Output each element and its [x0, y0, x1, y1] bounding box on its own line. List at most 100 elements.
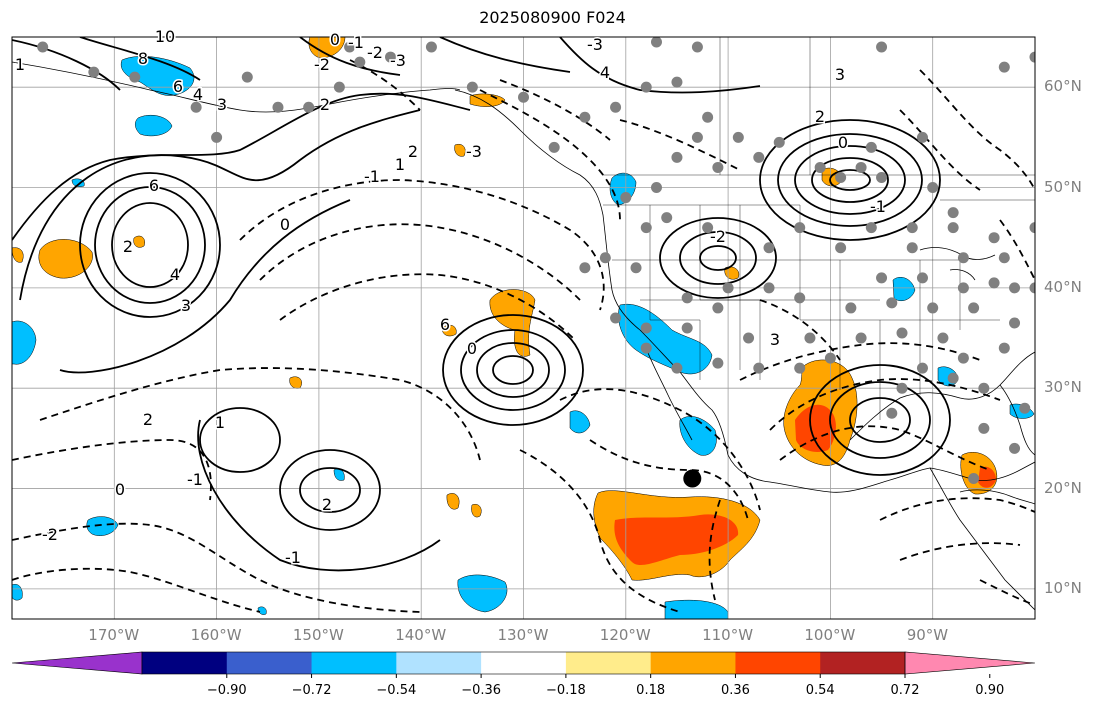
- shade-blue-nw2: [135, 115, 173, 137]
- station-dot: [640, 222, 652, 234]
- station-dot: [886, 297, 898, 309]
- shade-red-mexico: [795, 404, 836, 452]
- station-dot: [129, 71, 141, 83]
- station-dot: [773, 136, 785, 148]
- contour-label: 10: [155, 27, 175, 46]
- station-dot: [794, 292, 806, 304]
- colorbar-segment: [311, 652, 397, 674]
- station-dot: [1019, 402, 1031, 414]
- station-dot: [579, 262, 591, 274]
- map-layers: [12, 37, 1035, 619]
- station-dot: [518, 91, 529, 103]
- station-dot: [640, 322, 652, 334]
- contour-label: 0: [280, 215, 290, 234]
- station-dot: [978, 382, 990, 394]
- target-location-marker: [683, 469, 702, 488]
- station-dot: [794, 222, 806, 234]
- contour-sub-4: [197, 419, 441, 572]
- dash-2: [259, 223, 581, 301]
- contour-label: 4: [600, 63, 610, 82]
- station-dot: [241, 71, 253, 83]
- contour-label: 0: [330, 30, 340, 49]
- station-dot: [896, 327, 908, 339]
- station-dot: [855, 161, 867, 173]
- colorbar-extend-high: [904, 651, 1036, 675]
- shade-orange-small3: [446, 493, 460, 510]
- dash-14: [779, 425, 991, 471]
- station-dot: [1029, 282, 1035, 294]
- station-dot: [906, 222, 918, 234]
- dash-3: [279, 273, 576, 341]
- contour-label: 6: [440, 315, 450, 334]
- lat-label: 30°N: [1044, 378, 1082, 397]
- colorbar-tick-label: 0.90: [975, 683, 1005, 698]
- shade-orange-small1: [133, 235, 145, 248]
- station-dot: [957, 282, 969, 294]
- station-dot: [640, 342, 652, 354]
- station-dot: [650, 182, 662, 194]
- contour-label: -3: [587, 35, 603, 54]
- station-dot: [763, 282, 775, 294]
- station-dot: [88, 66, 100, 78]
- station-dot: [661, 212, 673, 224]
- station-dot: [1029, 51, 1035, 63]
- station-dot: [896, 382, 908, 394]
- dash-20: [499, 79, 611, 141]
- station-dot: [333, 81, 345, 93]
- station-dot: [691, 41, 703, 53]
- station-dot: [425, 41, 437, 53]
- contour-label: 4: [170, 265, 180, 284]
- station-dot: [722, 282, 734, 294]
- colorbar-tick-label: 0.18: [636, 683, 666, 698]
- station-dot: [272, 101, 284, 113]
- contour-high-ne4: [811, 157, 889, 203]
- contour-label: 2: [815, 107, 825, 126]
- station-dot: [732, 131, 744, 143]
- station-dot: [712, 161, 724, 173]
- station-dot: [865, 222, 877, 234]
- station-dot: [702, 222, 714, 234]
- dash-21: [349, 59, 421, 111]
- contour-high-ne2: [777, 133, 923, 227]
- cuba: [959, 489, 1035, 505]
- dash-19: [479, 89, 621, 221]
- central-america: [929, 467, 1035, 611]
- station-dot: [1009, 282, 1021, 294]
- colorbar-tick-label: −0.72: [291, 683, 332, 698]
- contour-high-r3: [699, 245, 737, 271]
- shade-orange-small4: [471, 504, 482, 518]
- contour-label: 2: [123, 237, 133, 256]
- contour-label: 8: [138, 49, 148, 68]
- contour-high-r2: [679, 231, 757, 285]
- shade-blue-south: [12, 584, 23, 601]
- colorbar-segment: [820, 652, 906, 674]
- station-dot: [671, 151, 683, 163]
- contour-label: 2: [143, 410, 153, 429]
- lon-label: 130°W: [497, 626, 549, 644]
- contour-label: 3: [181, 296, 191, 315]
- contour-high-w2: [94, 186, 206, 304]
- station-dot: [988, 277, 1000, 289]
- contour-label: -2: [314, 55, 330, 74]
- dash-5: [12, 439, 212, 501]
- station-dot: [743, 332, 755, 344]
- station-dot: [671, 362, 683, 374]
- station-dot: [466, 81, 478, 93]
- station-dot: [937, 332, 949, 344]
- lat-label: 20°N: [1044, 478, 1082, 497]
- station-dot: [753, 151, 765, 163]
- lon-label: 120°W: [599, 626, 651, 644]
- negative-contours: [12, 59, 1035, 613]
- contour-high-c2: [460, 329, 566, 411]
- colorbar-segment: [142, 652, 228, 674]
- station-dot: [599, 252, 611, 264]
- lon-label: 100°W: [804, 626, 856, 644]
- station-dot: [978, 422, 990, 434]
- station-dot: [998, 342, 1010, 354]
- colorbar-segment: [735, 652, 821, 674]
- station-dot: [865, 141, 877, 153]
- colorbar-tick-label: 0.36: [720, 683, 750, 698]
- shade-orange-alaska: [469, 93, 506, 107]
- colorbar-segment: [481, 652, 567, 674]
